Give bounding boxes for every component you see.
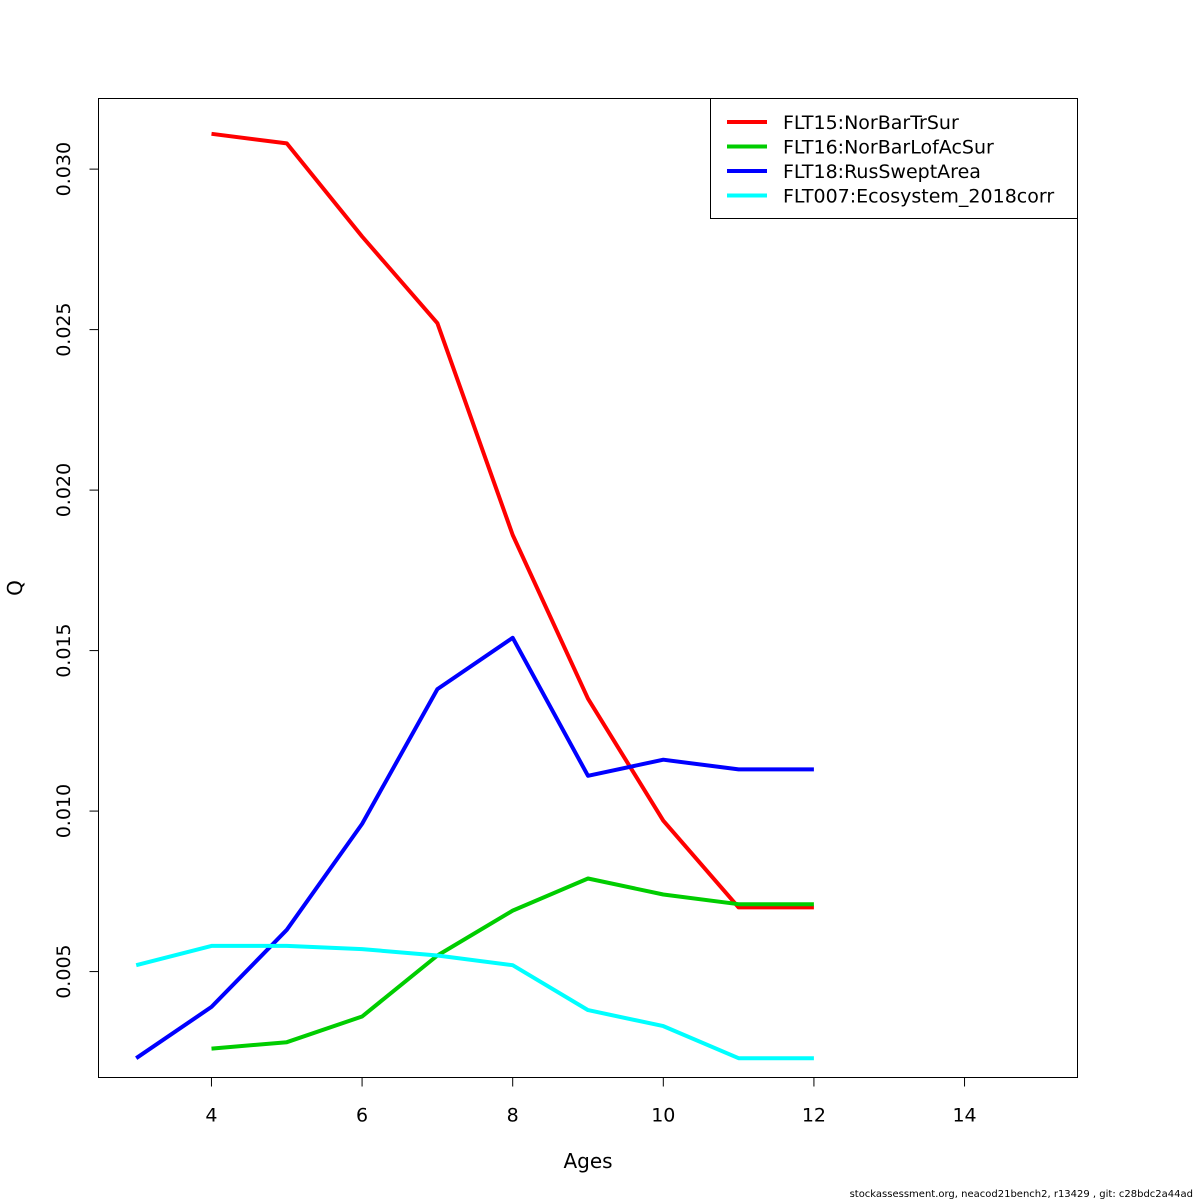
y-axis-title: Q bbox=[3, 580, 27, 596]
x-axis: 4 6 8 10 12 14 bbox=[205, 1077, 977, 1127]
y-axis: 0.005 0.010 0.015 0.020 0.025 0.030 bbox=[53, 142, 99, 999]
series-line bbox=[135, 635, 814, 1060]
y-tick-label: 0.005 bbox=[53, 944, 75, 998]
x-axis-title: Ages bbox=[563, 1149, 612, 1173]
y-tick-label: 0.025 bbox=[53, 302, 75, 356]
x-tick-label: 8 bbox=[507, 1105, 519, 1127]
legend: FLT15:NorBarTrSurFLT16:NorBarLofAcSurFLT… bbox=[710, 98, 1078, 219]
x-tick-label: 14 bbox=[952, 1105, 976, 1127]
x-tick-label: 6 bbox=[356, 1105, 368, 1127]
x-tick-label: 4 bbox=[205, 1105, 217, 1127]
series-line bbox=[135, 943, 814, 1061]
x-tick-label: 10 bbox=[651, 1105, 675, 1127]
footer-text: stockassessment.org, neacod21bench2, r13… bbox=[850, 1189, 1193, 1200]
series-line bbox=[211, 876, 814, 1051]
legend-label: FLT15:NorBarTrSur bbox=[783, 112, 959, 134]
x-tick-label: 12 bbox=[802, 1105, 826, 1127]
y-tick-label: 0.015 bbox=[53, 623, 75, 677]
series-line bbox=[211, 131, 814, 910]
y-tick-label: 0.020 bbox=[53, 463, 75, 517]
legend-box bbox=[710, 98, 1078, 219]
plot-frame bbox=[98, 98, 1078, 1078]
y-tick-label: 0.010 bbox=[53, 784, 75, 838]
y-tick-label: 0.030 bbox=[53, 142, 75, 196]
legend-label: FLT007:Ecosystem_2018corr bbox=[783, 186, 1054, 208]
legend-label: FLT16:NorBarLofAcSur bbox=[783, 137, 994, 159]
series-layer bbox=[135, 131, 814, 1061]
legend-label: FLT18:RusSweptArea bbox=[783, 161, 981, 183]
